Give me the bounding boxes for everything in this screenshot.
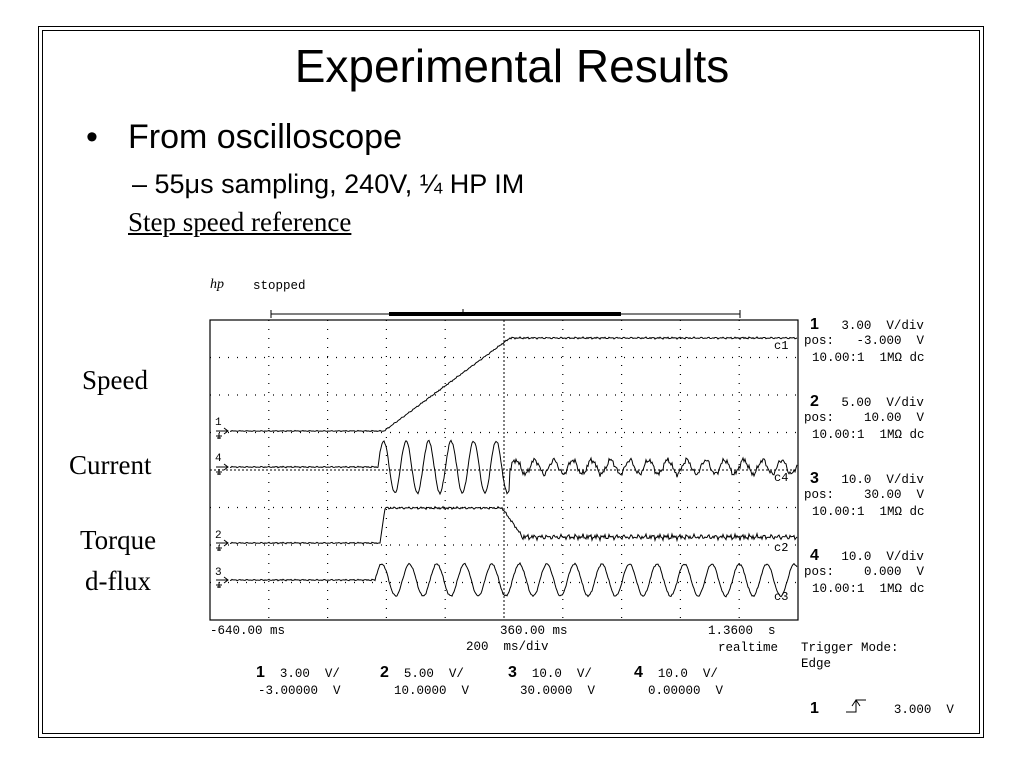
- ch4-pos: pos: 0.000 V: [804, 565, 925, 579]
- ch1-coupling: 10.00:1 1MΩ dc: [812, 351, 925, 365]
- ch1-pos: pos: -3.000 V: [804, 334, 925, 348]
- label-current: Current: [69, 450, 152, 480]
- time-right: 1.3600 s: [708, 624, 776, 638]
- ch3-coupling: 10.00:1 1MΩ dc: [812, 505, 925, 519]
- ch4-settings: 4 10.0 V/div: [810, 547, 924, 565]
- bullet-dot: •: [86, 118, 98, 156]
- slide-title: Experimental Results: [294, 40, 730, 92]
- label-torque: Torque: [80, 525, 157, 555]
- ch3-pos: pos: 30.00 V: [804, 488, 925, 502]
- summary-ch3: 3 10.0 V/: [508, 664, 592, 682]
- slide-frame-inner: [42, 30, 980, 734]
- summary-ch1-offset: -3.00000 V: [258, 684, 341, 698]
- ch2-coupling: 10.00:1 1MΩ dc: [812, 428, 925, 442]
- bullet-1-text: From oscilloscope: [128, 118, 402, 156]
- label-dflux: d-flux: [85, 566, 151, 596]
- acq-mode: realtime: [718, 641, 779, 655]
- summary-ch2-offset: 10.0000 V: [394, 684, 470, 698]
- subheading: Step speed reference: [128, 207, 352, 237]
- trigger-mode-value: Edge: [801, 657, 832, 671]
- hp-logo: hp: [210, 277, 224, 292]
- time-left: -640.00 ms: [210, 624, 286, 638]
- summary-ch1: 1 3.00 V/: [256, 664, 340, 682]
- bullet-1: • From oscilloscope: [86, 117, 402, 157]
- scope-status: stopped: [253, 279, 306, 293]
- bullet-2: – 55μs sampling, 240V, ¼ HP IM: [132, 169, 525, 199]
- ch3-settings: 3 10.0 V/div: [810, 470, 924, 488]
- ch1-settings: 1 3.00 V/div: [810, 316, 924, 334]
- ch2-settings: 2 5.00 V/div: [810, 393, 924, 411]
- ch2-pos: pos: 10.00 V: [804, 411, 925, 425]
- trigger-setting: 1 3.000 V: [810, 700, 954, 718]
- summary-ch2: 2 5.00 V/: [380, 664, 464, 682]
- trigger-mode-label: Trigger Mode:: [801, 641, 899, 655]
- label-speed: Speed: [82, 365, 148, 395]
- timebase: 200 ms/div: [466, 640, 549, 654]
- summary-ch4: 4 10.0 V/: [634, 664, 718, 682]
- ch4-coupling: 10.00:1 1MΩ dc: [812, 582, 925, 596]
- slide-frame-outer: [38, 26, 984, 738]
- summary-ch3-offset: 30.0000 V: [520, 684, 596, 698]
- summary-ch4-offset: 0.00000 V: [648, 684, 724, 698]
- time-center: 360.00 ms: [500, 624, 568, 638]
